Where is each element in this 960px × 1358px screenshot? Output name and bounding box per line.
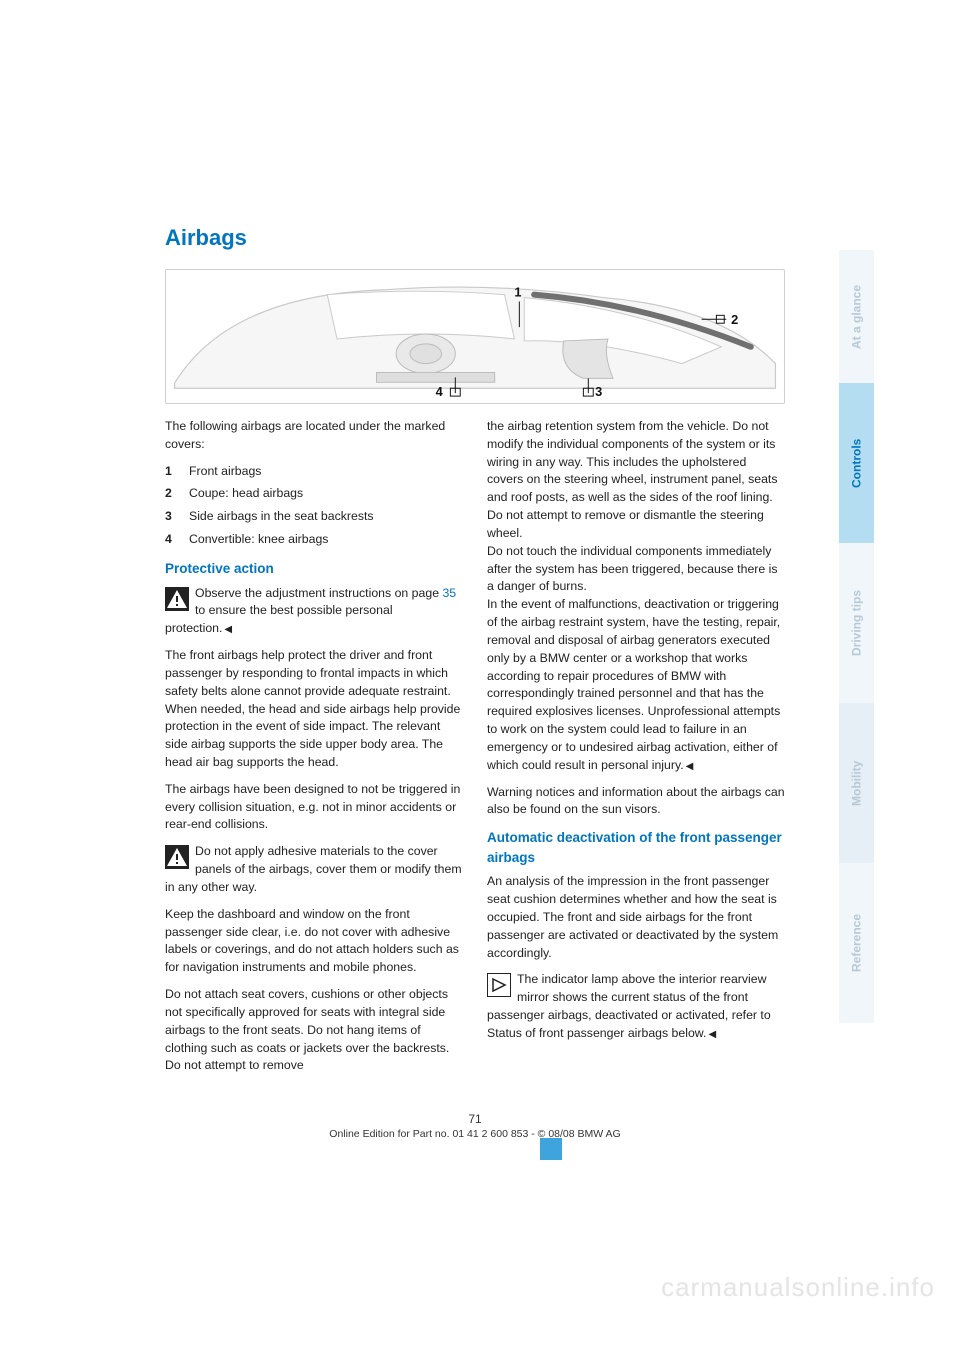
page-marker: [540, 1138, 562, 1160]
warning-icon: [165, 845, 189, 869]
paragraph: The airbags have been designed to not be…: [165, 781, 463, 834]
end-marker-icon: [222, 621, 232, 635]
page-number: 71: [165, 1112, 785, 1126]
list-num: 1: [165, 463, 189, 481]
tab-driving-tips[interactable]: Driving tips: [839, 543, 874, 703]
list-num: 2: [165, 485, 189, 503]
airbag-list: 1Front airbags 2Coupe: head airbags 3Sid…: [165, 463, 463, 549]
intro-text: The following airbags are located under …: [165, 418, 463, 454]
paragraph-span: the airbag retention system from the veh…: [487, 419, 778, 540]
warning-icon: [165, 587, 189, 611]
tab-at-a-glance[interactable]: At a glance: [839, 250, 874, 383]
paragraph: Warning notices and information about th…: [487, 784, 785, 820]
list-text: Coupe: head airbags: [189, 485, 303, 503]
paragraph: Do not attach seat covers, cushions or o…: [165, 986, 463, 1075]
page-ref-link[interactable]: 35: [442, 586, 456, 600]
info-note: The indicator lamp above the interior re…: [487, 971, 785, 1042]
figure-label-2: 2: [731, 312, 738, 327]
warning-note: Do not apply adhesive materials to the c…: [165, 843, 463, 896]
paragraph: The front airbags help protect the drive…: [165, 647, 463, 772]
paragraph: An analysis of the impression in the fro…: [487, 873, 785, 962]
protective-action-heading: Protective action: [165, 559, 463, 579]
note-text: The indicator lamp above the interior re…: [487, 972, 771, 1039]
body-text: The following airbags are located under …: [165, 418, 785, 1075]
info-note: Observe the adjustment instructions on p…: [165, 585, 463, 638]
arrow-icon: [487, 973, 511, 997]
list-num: 3: [165, 508, 189, 526]
tab-controls[interactable]: Controls: [839, 383, 874, 543]
tab-reference[interactable]: Reference: [839, 863, 874, 1023]
list-text: Front airbags: [189, 463, 261, 481]
page-footer: 71 Online Edition for Part no. 01 41 2 6…: [165, 1112, 785, 1140]
end-marker-icon: [684, 758, 694, 772]
paragraph: Keep the dashboard and window on the fro…: [165, 906, 463, 977]
figure-label-3: 3: [595, 384, 602, 399]
watermark: carmanualsonline.info: [661, 1272, 935, 1303]
list-text: Convertible: knee airbags: [189, 531, 328, 549]
note-text-b: to ensure the best possible personal pro…: [165, 603, 393, 635]
auto-deactivation-heading: Automatic deactivation of the front pass…: [487, 828, 785, 867]
paragraph-span: In the event of malfunctions, deactivati…: [487, 597, 780, 771]
section-tabs: At a glance Controls Driving tips Mobili…: [839, 250, 874, 1023]
list-num: 4: [165, 531, 189, 549]
paragraph-span: Do not touch the individual components i…: [487, 544, 778, 594]
page-title: Airbags: [165, 225, 785, 251]
paragraph: the airbag retention system from the veh…: [487, 418, 785, 775]
warn-text: Do not apply adhesive materials to the c…: [165, 844, 462, 894]
figure-label-1: 1: [514, 285, 521, 300]
tab-mobility[interactable]: Mobility: [839, 703, 874, 863]
list-text: Side airbags in the seat backrests: [189, 508, 374, 526]
end-marker-icon: [706, 1026, 716, 1040]
note-text-a: Observe the adjustment instructions on p…: [195, 586, 442, 600]
edition-line: Online Edition for Part no. 01 41 2 600 …: [165, 1128, 785, 1140]
airbag-diagram: 1 2 3 4: [165, 269, 785, 404]
figure-label-4: 4: [436, 384, 444, 399]
